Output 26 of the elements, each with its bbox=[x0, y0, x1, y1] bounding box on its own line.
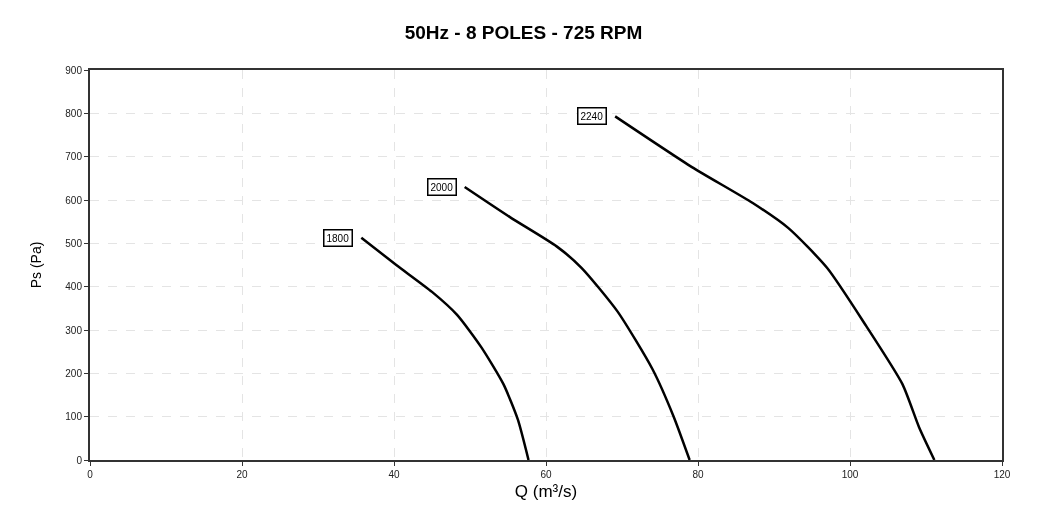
y-tick-label: 0 bbox=[76, 454, 83, 466]
chart-title: 50Hz - 8 POLES - 725 RPM bbox=[404, 22, 643, 44]
line-series bbox=[463, 185, 691, 460]
x-tick-label: 100 bbox=[841, 469, 859, 480]
x-tick-label: 40 bbox=[388, 469, 400, 480]
x-tick-label: 120 bbox=[993, 469, 1011, 480]
y-tick-label: 500 bbox=[65, 237, 83, 249]
series-label: 2000 bbox=[430, 181, 454, 193]
series-label: 1800 bbox=[326, 232, 350, 244]
x-tick-label: 80 bbox=[692, 469, 704, 480]
y-tick-label: 300 bbox=[65, 324, 83, 336]
y-tick-label: 400 bbox=[65, 281, 83, 293]
series-label: 2240 bbox=[580, 110, 604, 122]
y-tick-label: 100 bbox=[65, 411, 83, 423]
y-tick-label: 200 bbox=[65, 367, 83, 379]
y-tick-label: 800 bbox=[65, 107, 83, 119]
y-tick-label: 600 bbox=[65, 194, 83, 206]
x-tick-label: 20 bbox=[236, 469, 248, 480]
line-series bbox=[360, 236, 530, 460]
x-tick-label: 60 bbox=[540, 469, 552, 480]
x-tick-label: 0 bbox=[87, 469, 94, 480]
y-tick-label: 900 bbox=[65, 64, 83, 76]
y-axis-title: Ps (Pa) bbox=[28, 241, 45, 289]
line-series bbox=[613, 115, 936, 460]
x-axis-title: Q (m³/s) bbox=[514, 481, 578, 501]
y-tick-label: 700 bbox=[65, 151, 83, 163]
